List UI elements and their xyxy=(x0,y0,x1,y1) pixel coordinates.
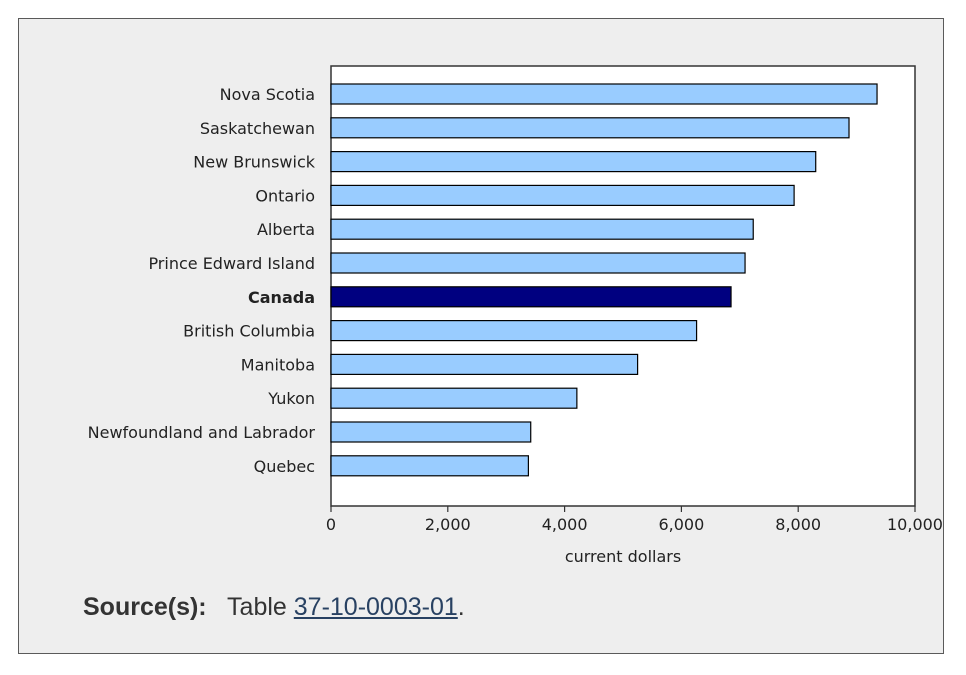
x-tick-label-4: 8,000 xyxy=(775,515,821,534)
category-label-nova-scotia: Nova Scotia xyxy=(220,85,315,104)
category-label-quebec: Quebec xyxy=(254,457,315,476)
bar-alberta xyxy=(330,218,754,240)
bar-chart: Nova Scotia Saskatchewan New Brunswick Onta… xyxy=(88,65,943,566)
x-tick-label-2: 4,000 xyxy=(542,515,588,534)
bar-saskatchewan xyxy=(330,117,850,139)
bars-group xyxy=(330,83,878,477)
source-line: Source(s): Table 37-10-0003-01. xyxy=(83,593,465,622)
x-axis-label: current dollars xyxy=(565,547,681,566)
category-label-canada: Canada xyxy=(248,288,315,307)
source-suffix: . xyxy=(457,593,465,621)
bar-manitoba xyxy=(330,353,639,375)
figure-frame: Nova Scotia Saskatchewan New Brunswick Onta… xyxy=(18,18,944,654)
bar-canada xyxy=(330,286,732,308)
x-tick-label-0: 0 xyxy=(326,515,336,534)
source-prefix: Table xyxy=(227,593,287,621)
source-label: Source(s): xyxy=(83,593,207,621)
category-label-manitoba: Manitoba xyxy=(241,355,315,374)
category-label-british-columbia: British Columbia xyxy=(183,322,315,341)
category-label-newfoundland-and-labrador: Newfoundland and Labrador xyxy=(88,423,316,442)
category-labels-group: Nova Scotia Saskatchewan New Brunswick Onta… xyxy=(88,85,316,476)
bar-new-brunswick xyxy=(330,151,817,173)
x-tick-label-3: 6,000 xyxy=(658,515,704,534)
bar-newfoundland-and-labrador xyxy=(330,421,532,443)
x-axis-ticks-group: 0 2,000 4,000 6,000 8,000 10,000 xyxy=(326,506,943,534)
category-label-yukon: Yukon xyxy=(267,389,315,408)
bar-nova-scotia xyxy=(330,83,878,105)
category-label-ontario: Ontario xyxy=(255,186,315,205)
x-tick-label-1: 2,000 xyxy=(425,515,471,534)
bar-prince-edward-island xyxy=(330,252,746,274)
source-table-link[interactable]: 37-10-0003-01 xyxy=(293,593,458,621)
bar-quebec xyxy=(330,455,529,477)
bar-ontario xyxy=(330,184,795,206)
x-tick-label-5: 10,000 xyxy=(887,515,943,534)
category-label-prince-edward-island: Prince Edward Island xyxy=(148,254,315,273)
bar-british-columbia xyxy=(330,320,698,342)
bar-yukon xyxy=(330,387,578,409)
category-label-new-brunswick: New Brunswick xyxy=(193,153,315,172)
category-label-saskatchewan: Saskatchewan xyxy=(200,119,315,138)
category-label-alberta: Alberta xyxy=(257,220,315,239)
